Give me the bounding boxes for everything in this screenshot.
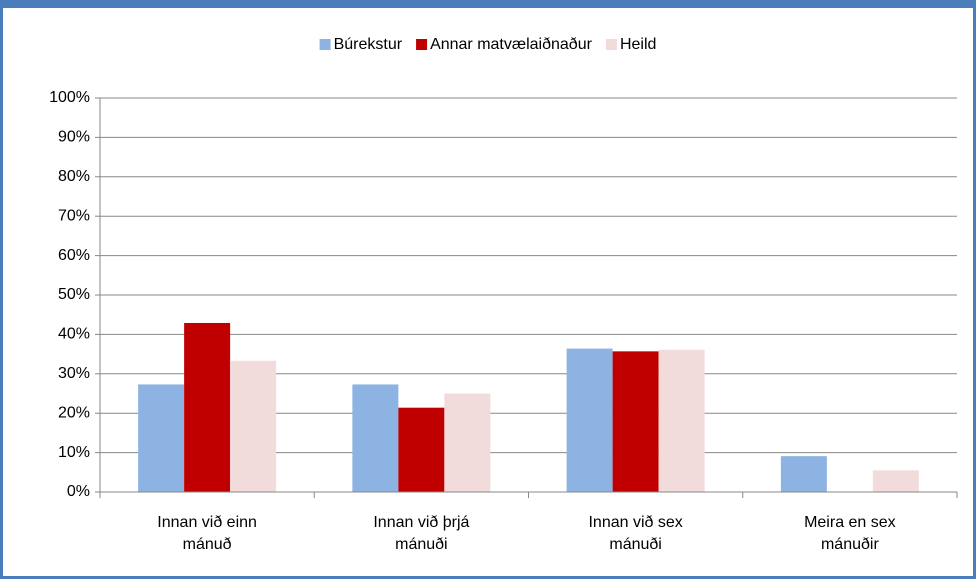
x-tick-label: Meira en sex mánuðir [804, 514, 896, 553]
x-tick-label: Innan við sex mánuði [588, 514, 683, 553]
y-tick-label: 100% [49, 89, 90, 106]
legend-label: Búrekstur [334, 36, 403, 53]
y-tick-label: 50% [58, 286, 90, 303]
bar [352, 384, 399, 492]
legend-label: Heild [620, 36, 656, 53]
y-tick-label: 0% [67, 483, 90, 500]
y-tick-label: 70% [58, 207, 90, 224]
y-tick-label: 90% [58, 129, 90, 146]
bar [566, 348, 613, 492]
bar [872, 470, 919, 492]
y-tick-label: 10% [58, 444, 90, 461]
y-tick-label: 80% [58, 168, 90, 185]
bar [230, 360, 277, 492]
bar [184, 322, 231, 492]
legend-swatch [605, 39, 617, 50]
bar [138, 384, 185, 492]
bar [658, 349, 705, 492]
y-tick-label: 30% [58, 365, 90, 382]
legend-label: Annar matvælaiðnaður [430, 36, 593, 53]
bar [612, 351, 659, 492]
y-tick-label: 40% [58, 326, 90, 343]
legend-swatch [416, 39, 428, 50]
x-tick-label: Innan við þrjá mánuði [373, 514, 470, 553]
x-tick-label: Innan við einn mánuð [157, 514, 257, 553]
y-tick-label: 60% [58, 247, 90, 264]
bar [398, 407, 445, 492]
bar [780, 456, 827, 492]
legend-swatch [319, 39, 331, 50]
bar [444, 393, 491, 492]
y-tick-label: 20% [58, 404, 90, 421]
